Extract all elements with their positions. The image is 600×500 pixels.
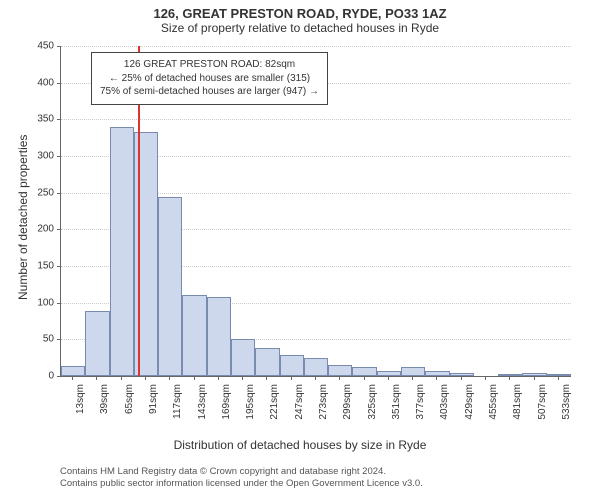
xtick-label: 221sqm bbox=[269, 384, 280, 420]
histogram-bar bbox=[425, 371, 449, 376]
xtick-mark bbox=[485, 376, 486, 380]
xtick-mark bbox=[412, 376, 413, 380]
histogram-bar bbox=[182, 295, 206, 376]
ytick-mark bbox=[57, 46, 61, 47]
annotation-box: 126 GREAT PRESTON ROAD: 82sqm ← 25% of d… bbox=[91, 52, 328, 105]
ytick-mark bbox=[57, 119, 61, 120]
histogram-bar bbox=[158, 197, 182, 376]
x-axis-label: Distribution of detached houses by size … bbox=[0, 438, 600, 452]
xtick-mark bbox=[242, 376, 243, 380]
xtick-mark bbox=[72, 376, 73, 380]
ytick-label: 200 bbox=[37, 224, 54, 235]
y-axis-label: Number of detached properties bbox=[16, 135, 30, 300]
xtick-mark bbox=[558, 376, 559, 380]
ytick-label: 0 bbox=[48, 371, 54, 382]
ytick-mark bbox=[57, 83, 61, 84]
xtick-mark bbox=[291, 376, 292, 380]
histogram-bar bbox=[328, 365, 352, 376]
ytick-label: 300 bbox=[37, 151, 54, 162]
xtick-mark bbox=[364, 376, 365, 380]
histogram-bar bbox=[352, 367, 376, 376]
xtick-label: 325sqm bbox=[367, 384, 378, 420]
ytick-label: 250 bbox=[37, 187, 54, 198]
xtick-mark bbox=[218, 376, 219, 380]
histogram-bar bbox=[255, 348, 279, 376]
xtick-mark bbox=[509, 376, 510, 380]
xtick-label: 533sqm bbox=[561, 384, 572, 420]
histogram-chart: 126, GREAT PRESTON ROAD, RYDE, PO33 1AZ … bbox=[0, 0, 600, 500]
ytick-label: 100 bbox=[37, 297, 54, 308]
histogram-bar bbox=[110, 127, 134, 376]
xtick-mark bbox=[96, 376, 97, 380]
xtick-mark bbox=[461, 376, 462, 380]
xtick-mark bbox=[194, 376, 195, 380]
xtick-label: 273sqm bbox=[318, 384, 329, 420]
histogram-bar bbox=[280, 355, 304, 376]
xtick-label: 351sqm bbox=[391, 384, 402, 420]
ytick-label: 350 bbox=[37, 114, 54, 125]
xtick-mark bbox=[145, 376, 146, 380]
xtick-label: 91sqm bbox=[148, 384, 159, 414]
annotation-line2: ← 25% of detached houses are smaller (31… bbox=[100, 72, 319, 86]
xtick-label: 481sqm bbox=[512, 384, 523, 420]
ytick-mark bbox=[57, 229, 61, 230]
xtick-label: 169sqm bbox=[221, 384, 232, 420]
histogram-bar bbox=[207, 297, 231, 376]
xtick-mark bbox=[121, 376, 122, 380]
credits-line1: Contains HM Land Registry data © Crown c… bbox=[60, 466, 423, 478]
chart-subtitle: Size of property relative to detached ho… bbox=[0, 21, 600, 39]
histogram-bar bbox=[377, 371, 401, 376]
ytick-mark bbox=[57, 303, 61, 304]
xtick-mark bbox=[315, 376, 316, 380]
plot-area: 126 GREAT PRESTON ROAD: 82sqm ← 25% of d… bbox=[60, 46, 571, 377]
histogram-bar bbox=[498, 374, 522, 376]
annotation-line3: 75% of semi-detached houses are larger (… bbox=[100, 85, 319, 99]
ytick-label: 450 bbox=[37, 41, 54, 52]
xtick-label: 455sqm bbox=[488, 384, 499, 420]
ytick-label: 400 bbox=[37, 77, 54, 88]
xtick-label: 377sqm bbox=[415, 384, 426, 420]
histogram-bar bbox=[401, 367, 425, 376]
xtick-mark bbox=[388, 376, 389, 380]
xtick-label: 403sqm bbox=[439, 384, 450, 420]
ytick-mark bbox=[57, 339, 61, 340]
annotation-line1: 126 GREAT PRESTON ROAD: 82sqm bbox=[100, 58, 319, 72]
histogram-bar bbox=[547, 374, 571, 376]
histogram-bar bbox=[304, 358, 328, 376]
histogram-bar bbox=[522, 373, 546, 376]
histogram-bar bbox=[85, 311, 109, 376]
xtick-mark bbox=[339, 376, 340, 380]
xtick-mark bbox=[266, 376, 267, 380]
xtick-label: 65sqm bbox=[124, 384, 135, 414]
xtick-label: 13sqm bbox=[75, 384, 86, 414]
credits-line2: Contains public sector information licen… bbox=[60, 478, 423, 490]
ytick-mark bbox=[57, 376, 61, 377]
xtick-label: 247sqm bbox=[294, 384, 305, 420]
histogram-bar bbox=[61, 366, 85, 376]
xtick-label: 195sqm bbox=[245, 384, 256, 420]
chart-title: 126, GREAT PRESTON ROAD, RYDE, PO33 1AZ bbox=[0, 0, 600, 21]
xtick-label: 143sqm bbox=[197, 384, 208, 420]
xtick-label: 39sqm bbox=[99, 384, 110, 414]
ytick-label: 50 bbox=[43, 334, 54, 345]
ytick-mark bbox=[57, 156, 61, 157]
xtick-label: 507sqm bbox=[537, 384, 548, 420]
xtick-mark bbox=[169, 376, 170, 380]
xtick-label: 299sqm bbox=[342, 384, 353, 420]
ytick-label: 150 bbox=[37, 261, 54, 272]
histogram-bar bbox=[231, 339, 255, 376]
ytick-mark bbox=[57, 193, 61, 194]
xtick-label: 429sqm bbox=[464, 384, 475, 420]
histogram-bar bbox=[450, 373, 474, 376]
credits: Contains HM Land Registry data © Crown c… bbox=[60, 466, 423, 491]
xtick-mark bbox=[534, 376, 535, 380]
xtick-mark bbox=[436, 376, 437, 380]
ytick-mark bbox=[57, 266, 61, 267]
xtick-label: 117sqm bbox=[172, 384, 183, 419]
